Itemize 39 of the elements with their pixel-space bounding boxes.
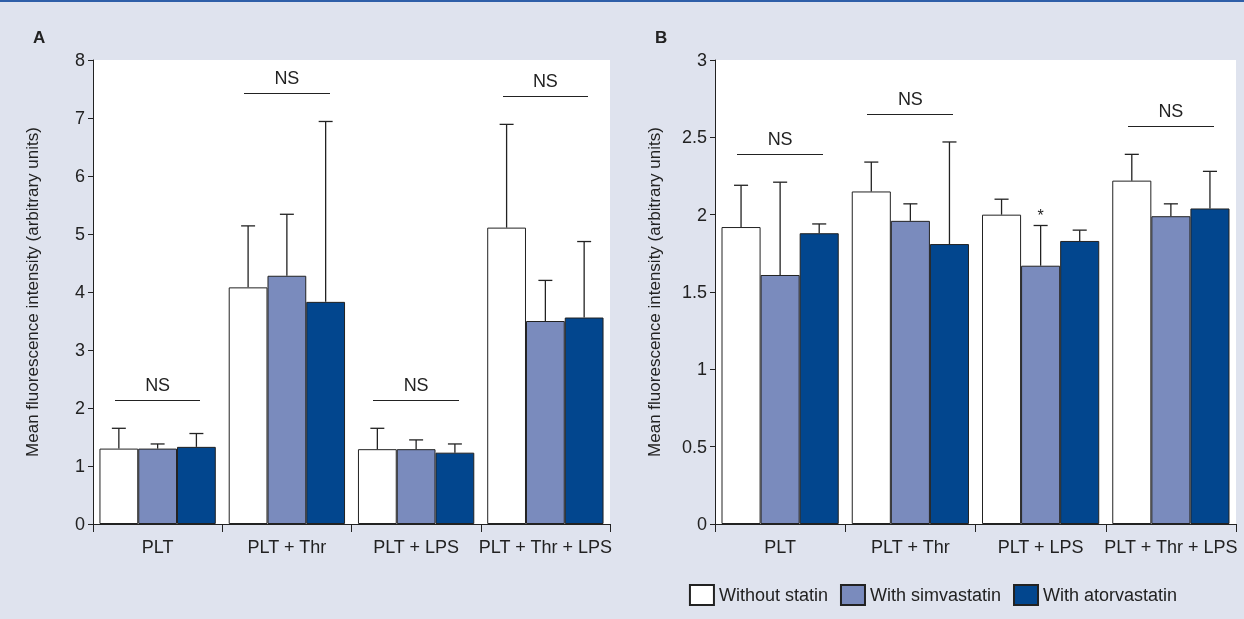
annotation: NS	[897, 88, 923, 109]
x-tick-label: PLT + Thr + LPS	[1104, 537, 1238, 557]
annotation: NS	[145, 375, 171, 396]
annotation: *	[1037, 206, 1044, 224]
chart-title: B	[655, 28, 668, 47]
legend-label: Without statin	[718, 585, 828, 605]
y-tick-label: 0	[74, 514, 85, 534]
annotation: NS	[1158, 101, 1184, 122]
annotation: NS	[767, 129, 793, 150]
y-tick-label: 1	[74, 456, 85, 476]
y-tick-label: 2	[696, 204, 707, 225]
x-tick-label: PLT + Thr	[871, 537, 950, 557]
x-tick-label: PLT	[141, 537, 174, 557]
y-tick-label: 3	[74, 340, 85, 360]
annotation: NS	[532, 71, 558, 92]
y-tick-label: 0	[696, 514, 707, 534]
y-tick-label: 6	[74, 166, 85, 186]
y-tick-label: 1.5	[681, 282, 707, 302]
y-axis-title: Mean fluorescence intensity (arbitrary units)	[23, 127, 42, 457]
legend-label: With atorvastatin	[1043, 585, 1178, 605]
y-tick-label: 0.5	[681, 436, 707, 457]
y-axis-title: Mean fluorescence intensity (arbitrary units)	[645, 127, 664, 457]
x-tick-label: PLT	[764, 537, 796, 557]
x-tick-label: PLT + LPS	[373, 537, 460, 557]
y-tick-label: 5	[74, 224, 85, 244]
x-tick-label: PLT + Thr + LPS	[478, 537, 612, 557]
y-tick-label: 2	[74, 398, 85, 418]
x-tick-label: PLT + LPS	[997, 537, 1084, 557]
y-tick-label: 7	[74, 108, 85, 128]
legend-label: With simvastatin	[869, 585, 1002, 605]
chart-title: A	[33, 28, 46, 47]
annotation: NS	[403, 375, 429, 396]
y-tick-label: 1	[696, 359, 707, 380]
y-tick-label: 2.5	[681, 127, 707, 148]
x-tick-label: PLT + Thr	[247, 537, 327, 557]
y-tick-label: 8	[74, 50, 85, 70]
y-tick-label: 4	[74, 282, 85, 302]
annotation: NS	[274, 68, 300, 89]
y-tick-label: 3	[696, 50, 707, 70]
